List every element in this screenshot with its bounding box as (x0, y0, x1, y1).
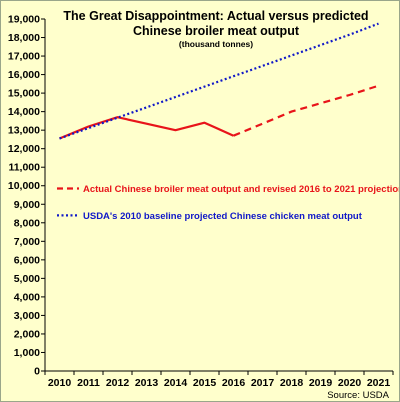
y-tick-label: 19,000 (8, 14, 40, 26)
chart-subtitle: (thousand tonnes) (179, 39, 253, 49)
y-tick-label: 17,000 (8, 51, 40, 63)
y-tick-label: 0 (34, 366, 40, 378)
y-tick-label: 18,000 (8, 32, 40, 44)
series-actual-line (59, 116, 234, 140)
x-tick-label: 2010 (48, 377, 72, 389)
legend-label: Actual Chinese broiler meat output and r… (83, 184, 399, 195)
series-projection-line (233, 84, 379, 137)
x-tick-label: 2014 (164, 377, 188, 389)
x-tick-label: 2018 (280, 377, 304, 389)
y-tick-label: 6,000 (14, 254, 40, 266)
source-note: Source: USDA (327, 390, 389, 401)
y-axis-ticks: 0 1,000 2,000 3,000 4,000 5,000 6,000 7,000 8,00… (8, 14, 45, 378)
x-tick-label: 2013 (135, 377, 159, 389)
chart-title-line-2: Chinese broiler meat output (133, 24, 300, 38)
x-tick-label: 2017 (251, 377, 275, 389)
y-tick-label: 12,000 (8, 143, 40, 155)
y-tick-label: 4,000 (14, 291, 40, 303)
x-tick-label: 2015 (193, 377, 217, 389)
y-tick-label: 13,000 (8, 125, 40, 137)
y-tick-label: 16,000 (8, 69, 40, 81)
series-lines (59, 22, 379, 140)
y-tick-label: 8,000 (14, 217, 40, 229)
y-tick-label: 2,000 (14, 328, 40, 340)
legend: Actual Chinese broiler meat output and r… (57, 184, 399, 222)
y-tick-label: 1,000 (14, 347, 40, 359)
y-tick-label: 10,000 (8, 180, 40, 192)
x-tick-label: 2011 (77, 377, 100, 389)
x-tick-label: 2020 (338, 377, 362, 389)
legend-label: USDA's 2010 baseline projected Chinese c… (83, 211, 363, 222)
x-tick-label: 2016 (222, 377, 246, 389)
y-tick-label: 3,000 (14, 310, 40, 322)
y-tick-label: 11,000 (8, 162, 40, 174)
chart-title-line-1: The Great Disappointment: Actual versus … (63, 9, 368, 23)
y-tick-label: 9,000 (14, 199, 40, 211)
y-tick-label: 7,000 (14, 236, 40, 248)
y-tick-label: 15,000 (8, 88, 40, 100)
x-tick-label: 2021 (367, 377, 391, 389)
x-axis-ticks: 2010 2011 2012 2013 2014 2015 2016 2017 2018 2019… (44, 371, 394, 389)
y-tick-label: 14,000 (8, 106, 40, 118)
x-tick-label: 2012 (106, 377, 130, 389)
x-tick-label: 2019 (309, 377, 333, 389)
y-tick-label: 5,000 (14, 273, 40, 285)
